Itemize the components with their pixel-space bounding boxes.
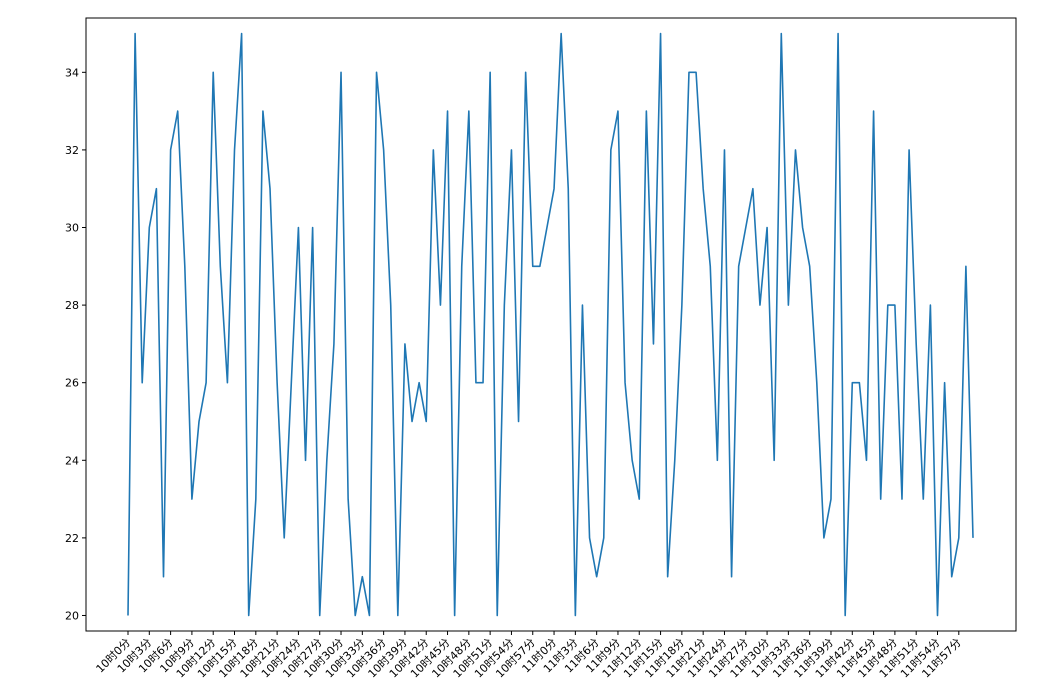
y-tick-label: 30 <box>65 222 79 235</box>
plot-area <box>85 17 1017 632</box>
y-tick-label: 22 <box>65 532 79 545</box>
y-axis: 20 22 24 26 28 30 32 34 <box>65 66 86 622</box>
y-tick-label: 32 <box>65 144 79 157</box>
y-tick-label: 28 <box>65 299 79 312</box>
series-layer <box>127 32 974 617</box>
y-tick-label: 24 <box>65 454 79 467</box>
y-tick-label: 26 <box>65 377 79 390</box>
plot-frame <box>85 17 1017 632</box>
x-axis: 10时0分10时3分10时6分10时9分10时12分10时15分10时18分10… <box>94 631 964 680</box>
y-tick-label: 34 <box>65 66 79 79</box>
y-tick-label: 20 <box>65 609 79 622</box>
series-line-0 <box>127 32 974 617</box>
